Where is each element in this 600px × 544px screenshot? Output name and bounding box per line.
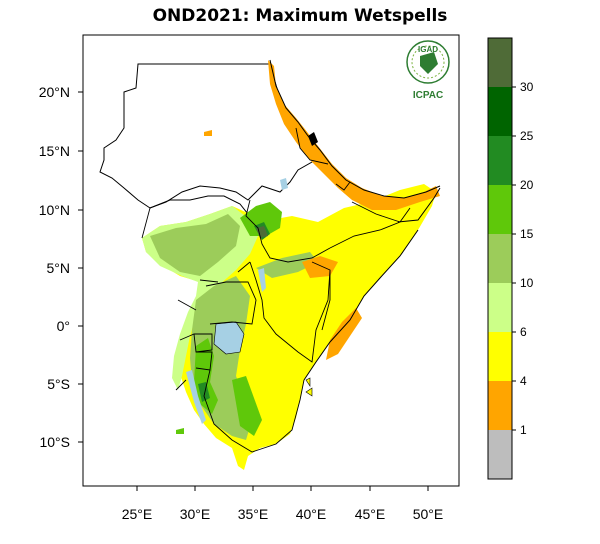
colorbar: 30 25 20 15 10 6 4 1 [487, 37, 534, 480]
colorbar-swatch [488, 136, 512, 185]
region-green-highland [240, 202, 282, 236]
lat-tick-label: 15°N [39, 143, 70, 159]
colorbar-swatch [488, 332, 512, 381]
lake-tana [280, 178, 288, 190]
region-orange-kenya [302, 256, 338, 278]
lat-tick-label: 10°S [39, 434, 70, 450]
region-midgreen-1 [150, 214, 240, 276]
colorbar-label: 30 [520, 80, 534, 94]
region-darkgreen-2 [198, 382, 210, 402]
region-orange-redsea [268, 60, 440, 210]
island-dahlak [308, 132, 318, 146]
africa-icon [420, 52, 438, 74]
colorbar-label: 4 [520, 374, 527, 388]
colorbar-swatch [488, 234, 512, 283]
colorbar-label: 10 [520, 276, 534, 290]
logo-top-text: IGAD [418, 45, 438, 54]
region-oliveg [256, 226, 268, 238]
lon-tick-label: 25°E [122, 506, 153, 522]
colorbar-swatch [488, 87, 512, 136]
island-zanzibar [305, 387, 313, 397]
lon-axis [136, 486, 429, 491]
igad-logo: IGAD ICPAC [406, 40, 450, 101]
lat-tick-label: 20°N [39, 84, 70, 100]
colorbar-swatch [488, 381, 512, 430]
colorbar-frame [487, 37, 513, 480]
coast-redsea [269, 59, 441, 199]
lat-tick-label: 10°N [39, 202, 70, 218]
colorbar-swatch [488, 430, 512, 479]
colorbar-label: 20 [520, 178, 534, 192]
lat-tick-label: 0° [57, 318, 70, 334]
colorbar-label: 6 [520, 325, 527, 339]
lon-tick-label: 35°E [238, 506, 269, 522]
map-title: OND2021: Maximum Wetspells [152, 6, 448, 26]
region-midgreen-3 [256, 252, 318, 278]
lake-turkana [258, 268, 266, 292]
logo-bottom-text: ICPAC [413, 90, 443, 101]
small-patch [176, 428, 184, 434]
map-canvas [99, 59, 441, 470]
colorbar-swatch [488, 283, 512, 332]
lon-tick-label: 30°E [180, 506, 211, 522]
lon-tick-label: 50°E [413, 506, 444, 522]
region-orange-somalia [326, 308, 362, 360]
colorbar-swatch [488, 38, 512, 87]
island-pemba [305, 377, 311, 387]
lat-axis [78, 91, 83, 443]
lake-tanganyika [186, 370, 206, 424]
colorbar-label: 15 [520, 227, 534, 241]
lon-tick-label: 40°E [296, 506, 327, 522]
country-borders [141, 127, 411, 453]
region-green-lakes [194, 338, 218, 414]
colorbar-label: 1 [520, 423, 527, 437]
colorbar-swatch [488, 185, 512, 234]
lat-tick-label: 5°N [47, 260, 71, 276]
region-orange-dot [204, 130, 212, 136]
lon-tick-label: 45°E [355, 506, 386, 522]
coast-horn [303, 187, 441, 381]
region-green-tz [232, 376, 262, 436]
colorbar-label: 25 [520, 129, 534, 143]
lat-tick-label: 5°S [47, 376, 70, 392]
